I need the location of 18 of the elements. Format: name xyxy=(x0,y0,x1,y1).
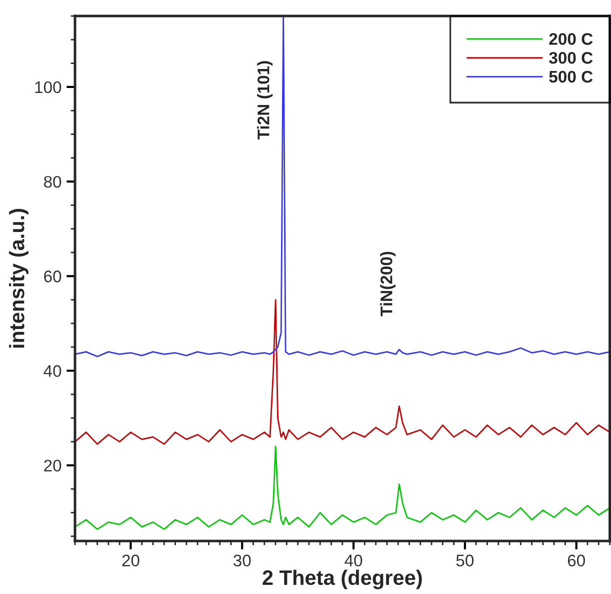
y-tick-label: 60 xyxy=(44,270,62,282)
y-tick-label: 40 xyxy=(44,365,62,377)
x-axis-title: 2 Theta (degree) xyxy=(262,570,422,590)
line-series xyxy=(75,446,610,530)
x-tick-label: 30 xyxy=(233,554,251,566)
legend-label: 200 C xyxy=(549,33,593,45)
legend-label: 300 C xyxy=(549,52,593,64)
annotation: TiN(200) xyxy=(380,252,396,316)
y-tick-label: 20 xyxy=(44,460,62,472)
y-axis-title: intensity (a.u.) xyxy=(9,208,28,348)
x-tick-label: 20 xyxy=(122,554,140,566)
legend-label: 500 C xyxy=(549,70,593,83)
y-tick-label: 100 xyxy=(35,81,62,94)
x-tick-label: 40 xyxy=(344,554,362,566)
annotation: Ti2N (101) xyxy=(257,61,273,140)
y-tick-label: 80 xyxy=(44,176,62,188)
x-tick-label: 60 xyxy=(568,554,585,566)
x-tick-label: 50 xyxy=(456,554,474,566)
